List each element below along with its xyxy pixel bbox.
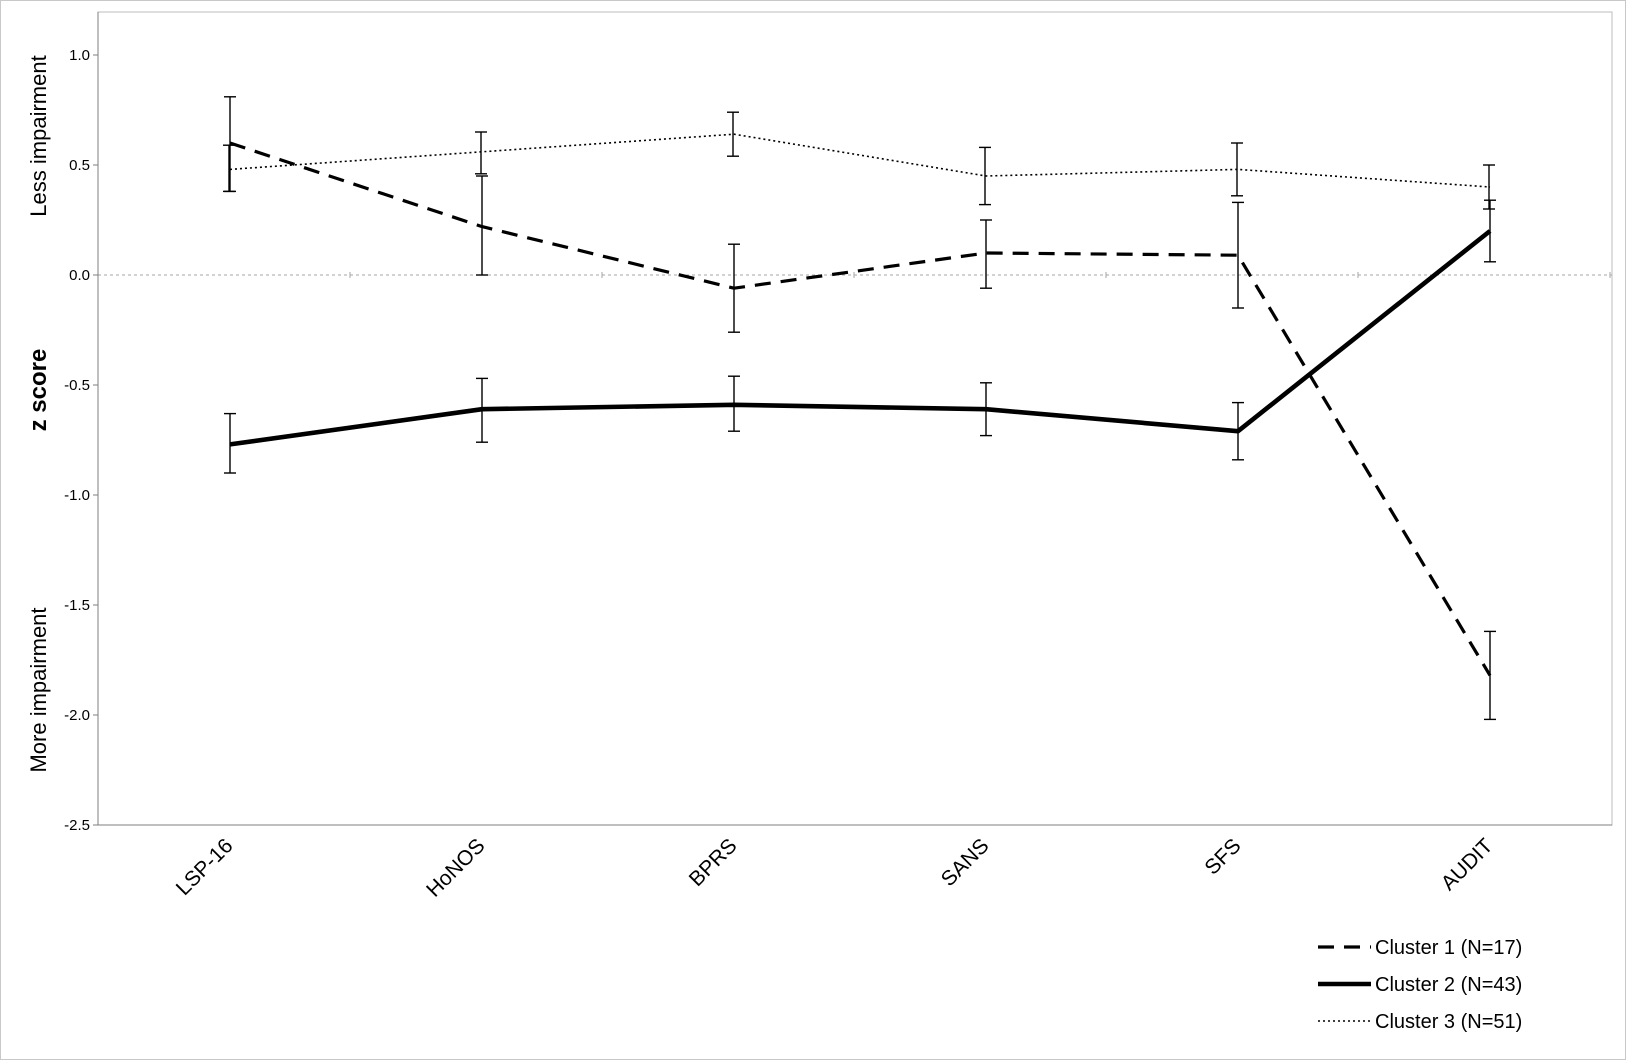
y-axis: 1.0 0.5 0.0 -0.5 -1.0 -1.5 -2.0 -2.5 [64,12,99,834]
x-tick-label: AUDIT [1437,834,1498,895]
y-tick-label: -2.5 [64,817,90,834]
x-tick-label: SANS [937,834,994,891]
y-tick-label: -1.5 [64,597,90,614]
y-tick-label: 0.5 [69,157,90,174]
y-tick-label: -0.5 [64,377,90,394]
series-line-cluster-1 [229,141,1492,677]
series-line-cluster-3 [229,133,1491,188]
y-tick-label: -2.0 [64,707,90,724]
y-axis-label-less-impairment: Less impairment [26,55,51,216]
x-tick-label: HoNOS [422,834,489,901]
legend-label-cluster-1: Cluster 1 (N=17) [1375,937,1522,959]
plot-area [97,11,1613,826]
series-lines [229,133,1492,677]
x-axis: LSP-16 HoNOS BPRS SANS SFS AUDIT [98,272,1612,902]
x-tick-label: SFS [1200,834,1245,879]
legend-label-cluster-3: Cluster 3 (N=51) [1375,1011,1522,1033]
y-tick-label: 1.0 [69,47,90,64]
y-tick-label: -1.0 [64,487,90,504]
legend: Cluster 1 (N=17) Cluster 2 (N=43) Cluster … [1318,937,1522,1033]
y-axis-label: z score [25,349,52,432]
grid-layer [97,11,1613,826]
series-line-cluster-2 [229,229,1492,447]
legend-label-cluster-2: Cluster 2 (N=43) [1375,974,1522,996]
y-axis-label-more-impairment: More impairment [26,607,51,772]
x-tick-label: LSP-16 [172,834,238,900]
y-tick-label: 0.0 [69,267,90,284]
x-tick-label: BPRS [685,834,742,891]
